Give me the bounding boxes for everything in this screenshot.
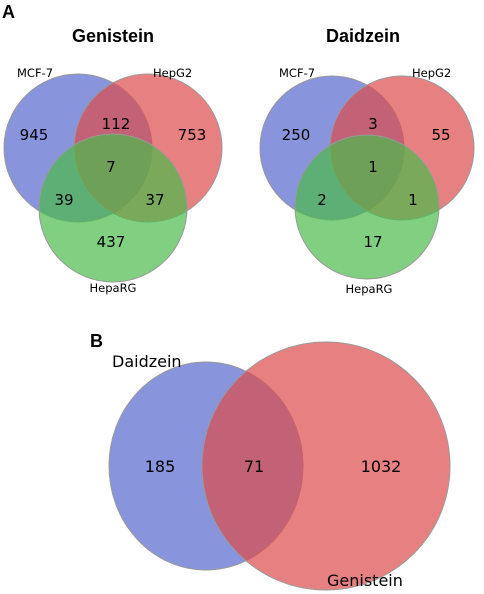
- genistein-heparg-circle: [38, 133, 188, 283]
- genistein-venn: Genistein MCF-7 HepG2 HepaRG 945 753 437…: [3, 26, 223, 295]
- daidzein-heparg-label: HepaRG: [346, 282, 393, 296]
- daidzein-mcf7-hepg2-count: 3: [368, 115, 378, 133]
- daidzein-hepg2-label: HepG2: [412, 66, 451, 80]
- panel-b-letter: B: [90, 331, 103, 351]
- daidzein-venn: Daidzein MCF-7 HepG2 HepaRG 250 55 17 3 …: [259, 26, 475, 296]
- genistein-heparg-only-count: 437: [97, 233, 126, 251]
- daidzein-mcf7-heparg-count: 2: [317, 191, 327, 209]
- genistein-all-three-count: 7: [106, 158, 116, 176]
- genistein-title: Genistein: [72, 26, 154, 46]
- genistein-hepg2-label: HepG2: [153, 66, 192, 80]
- panel-a-letter: A: [2, 2, 15, 22]
- daidzein-title: Daidzein: [326, 26, 400, 46]
- genistein-hepg2-only-count: 753: [178, 126, 207, 144]
- genistein-only-count: 1032: [361, 457, 402, 476]
- daidzein-only-count: 185: [145, 457, 176, 476]
- daidzein-mcf7-label: MCF-7: [279, 66, 315, 80]
- daidzein-mcf7-only-count: 250: [282, 126, 311, 144]
- genistein-mcf7-label: MCF-7: [17, 66, 53, 80]
- daidzein-set-label: Daidzein: [112, 352, 182, 371]
- genistein-mcf7-hepg2-count: 112: [102, 115, 131, 133]
- genistein-hepg2-heparg-count: 37: [145, 191, 164, 209]
- genistein-set-label: Genistein: [327, 571, 403, 590]
- shared-count: 71: [244, 457, 264, 476]
- genistein-circle: [201, 341, 451, 591]
- daidzein-genistein-venn: Daidzein Genistein 185 71 1032: [108, 341, 451, 591]
- genistein-mcf7-heparg-count: 39: [54, 191, 73, 209]
- daidzein-hepg2-heparg-count: 1: [408, 191, 418, 209]
- daidzein-heparg-circle: [294, 134, 440, 280]
- daidzein-hepg2-only-count: 55: [431, 126, 450, 144]
- daidzein-all-three-count: 1: [368, 158, 378, 176]
- genistein-heparg-label: HepaRG: [90, 281, 137, 295]
- daidzein-heparg-only-count: 17: [363, 233, 382, 251]
- genistein-mcf7-only-count: 945: [20, 126, 49, 144]
